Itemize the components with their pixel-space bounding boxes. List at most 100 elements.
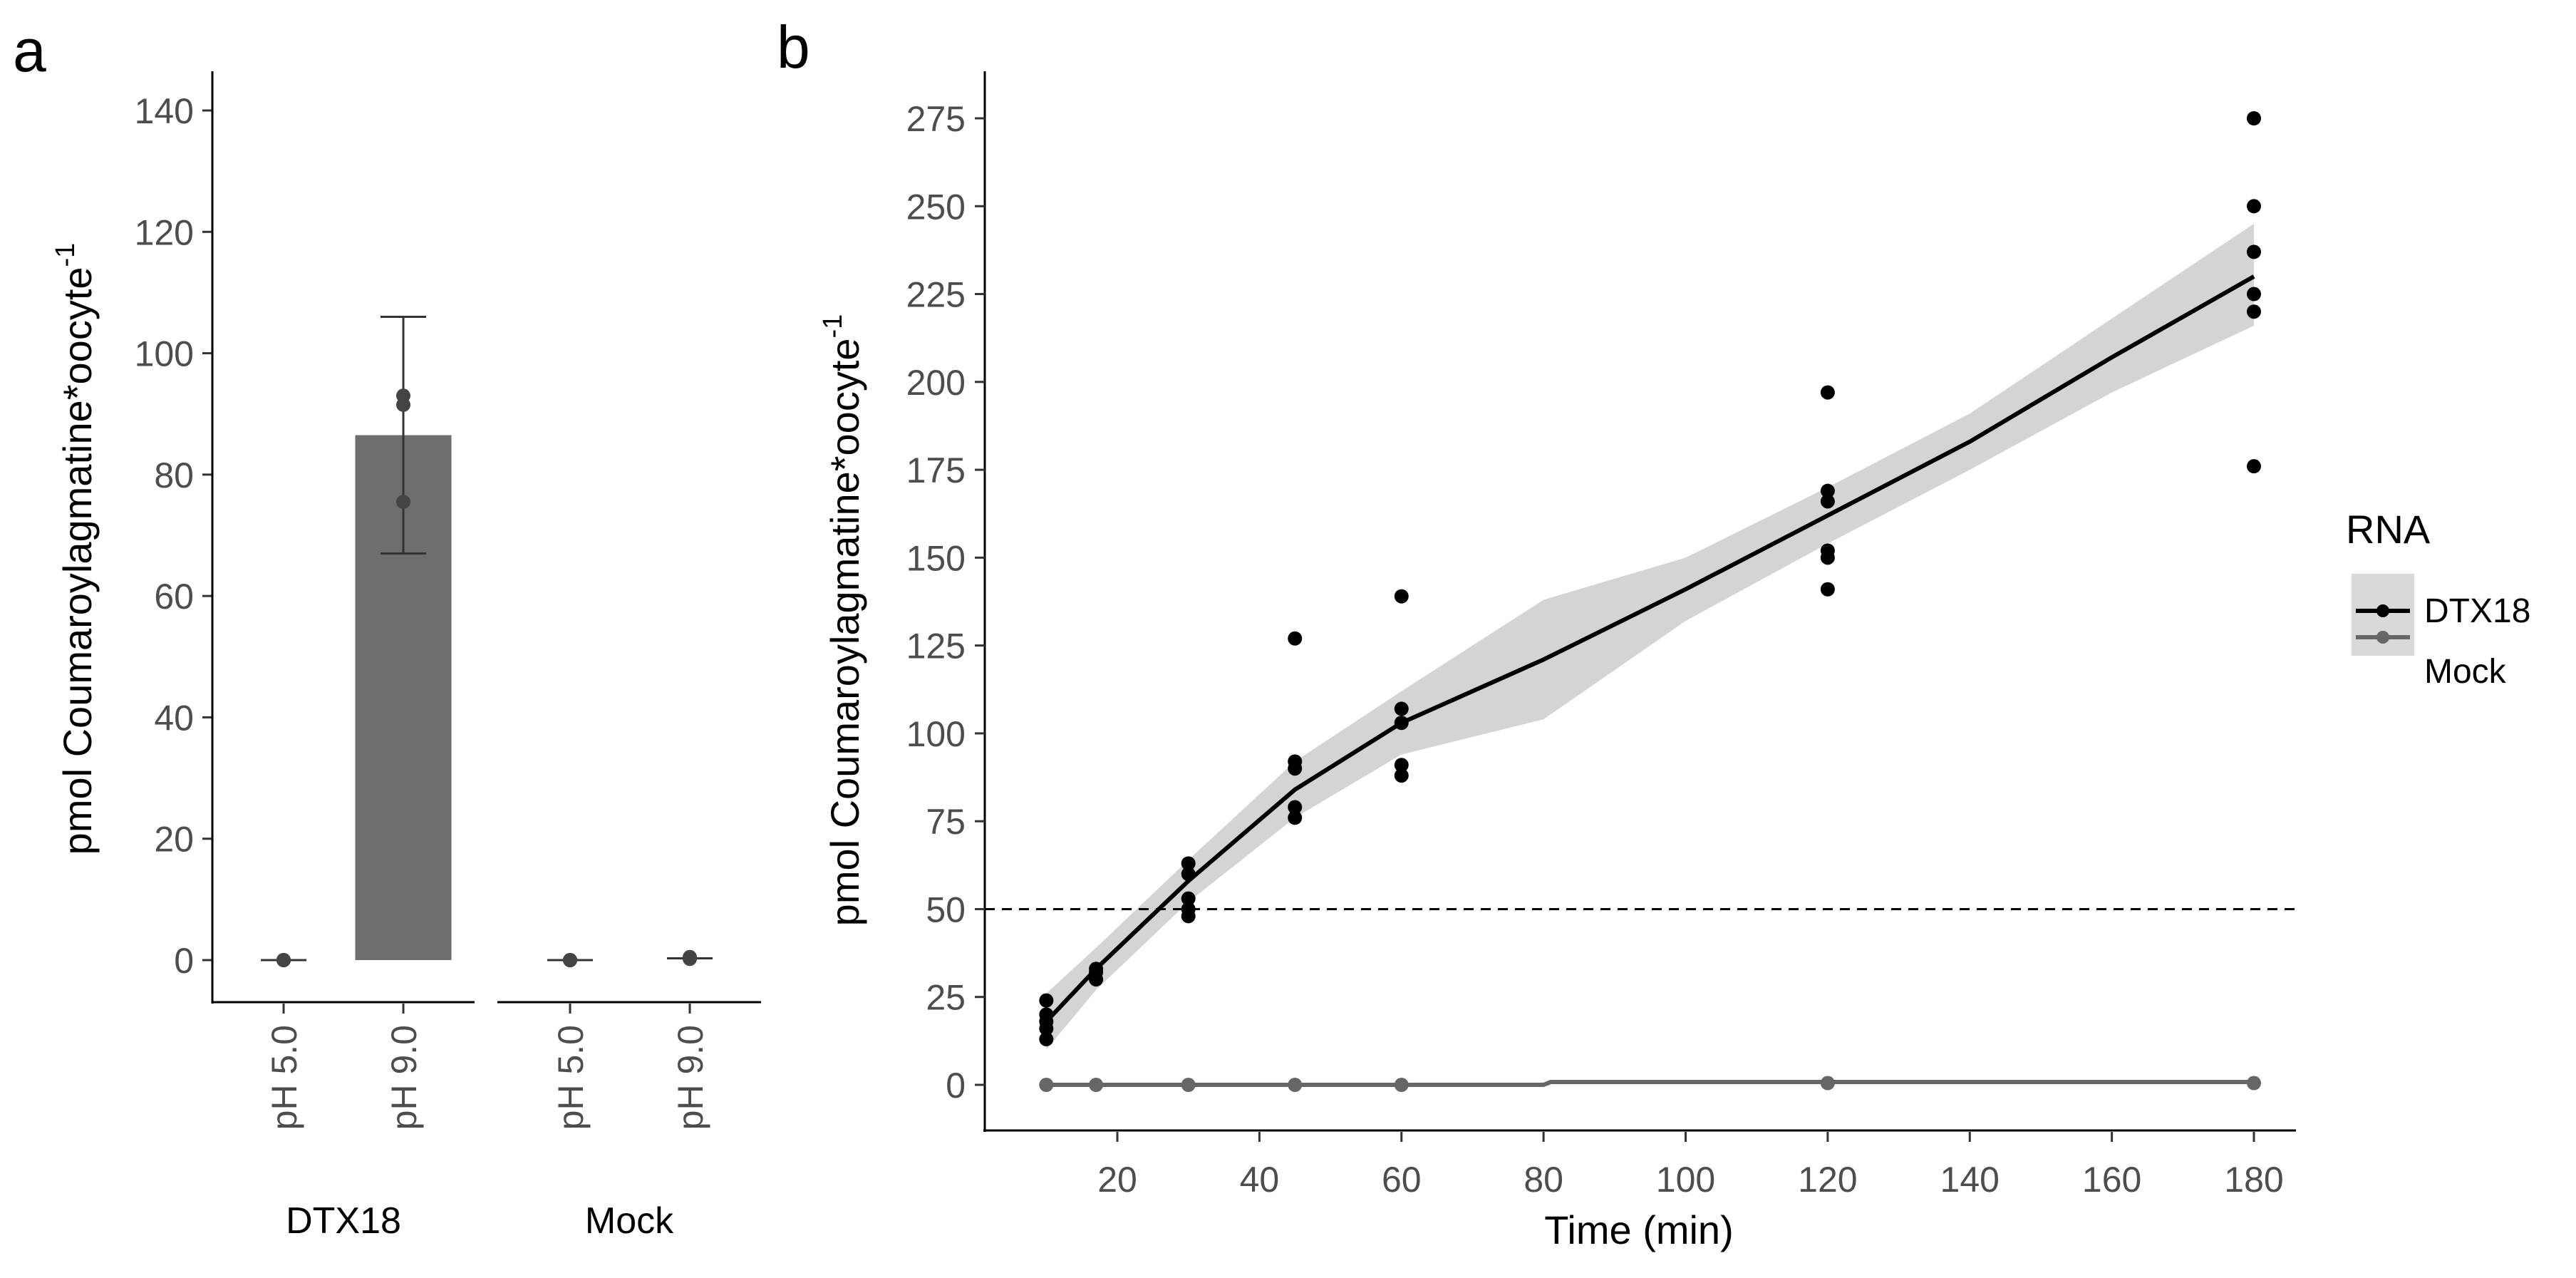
point-dtx18-11 — [1181, 867, 1196, 882]
panel-a-y-tick-label-20: 20 — [154, 820, 194, 860]
point-dtx18-18 — [1394, 768, 1409, 783]
point-dtx18-0 — [1039, 1031, 1054, 1046]
point-dtx18-27 — [1820, 483, 1835, 498]
legend-title: RNA — [2346, 507, 2431, 552]
point-dtx18-19 — [1394, 758, 1409, 773]
point-dtx18-25 — [1820, 543, 1835, 558]
legend-key-point-mock — [2376, 631, 2389, 644]
point-mock-ph50-2 — [563, 953, 577, 967]
legend-key-point-dtx18 — [2376, 604, 2389, 617]
panel-b-y-tick-label-100: 100 — [906, 714, 966, 754]
point-dtx18-28 — [1820, 385, 1835, 400]
panel-b-y-tick-label-25: 25 — [926, 978, 966, 1018]
point-dtx18-33 — [2247, 199, 2261, 214]
panel-b-y-axis-title: pmol Coumaroylagmatine*oocyte-1 — [818, 314, 867, 927]
point-mock-6 — [2247, 1076, 2261, 1091]
point-dtx18-31 — [2247, 287, 2261, 302]
panel-a-x-ticks: pH 5.0 pH 9.0 pH 5.0 pH 9.0 — [264, 1004, 710, 1130]
point-mock-5 — [1820, 1076, 1835, 1091]
point-mock-0 — [1039, 1078, 1054, 1092]
panel-b-x-tick-label-40: 40 — [1240, 1160, 1280, 1200]
panel-b-points — [1039, 111, 2261, 1092]
point-dtx18-26 — [1820, 494, 1835, 509]
panel-a-y-tick-label-0: 0 — [174, 941, 194, 981]
panel-a-y-tick-label-80: 80 — [154, 455, 194, 495]
point-dtx18-3 — [1039, 1007, 1054, 1022]
panel-a-y-tick-label-40: 40 — [154, 698, 194, 738]
panel-a-x-tick-label-dtx18-ph50: pH 5.0 — [264, 1025, 304, 1130]
point-dtx18-21 — [1394, 701, 1409, 716]
point-dtx18-22 — [1394, 589, 1409, 604]
panel-b-y-tick-label-0: 0 — [946, 1066, 966, 1106]
panel-b-y-tick-label-250: 250 — [906, 187, 966, 227]
point-mock-3 — [1288, 1078, 1303, 1092]
point-dtx18-12 — [1181, 856, 1196, 871]
point-dtx18-17 — [1288, 631, 1303, 646]
panel-b-x-tick-label-20: 20 — [1097, 1160, 1137, 1200]
panel-b-y-ticks: 0 25 50 75 100 125 150 175 200 225 250 275 — [906, 99, 985, 1106]
panel-b-y-tick-label-50: 50 — [926, 890, 966, 929]
fit-line-mock — [1046, 1080, 2254, 1087]
panel-b-x-axis-title: Time (min) — [1544, 1207, 1733, 1252]
panel-a-y-tick-label-60: 60 — [154, 577, 194, 617]
point-dtx18-20 — [1394, 716, 1409, 731]
panel-b-x-tick-label-60: 60 — [1382, 1160, 1422, 1200]
panel-b-x-tick-label-120: 120 — [1798, 1160, 1857, 1200]
panel-a-x-tick-label-dtx18-ph90: pH 9.0 — [384, 1025, 424, 1130]
point-mock-2 — [1181, 1078, 1196, 1092]
point-dtx18-4 — [1039, 993, 1054, 1008]
point-dtx18-16 — [1288, 754, 1303, 769]
panel-a-y-tick-label-100: 100 — [135, 334, 194, 374]
panel-b-y-tick-label-200: 200 — [906, 363, 966, 403]
panel-a-y-tick-label-120: 120 — [135, 212, 194, 252]
panel-a-y-axis-title-sup: -1 — [51, 243, 81, 267]
legend-label-dtx18: DTX18 — [2424, 592, 2530, 630]
panel-a-x-tick-label-mock-ph50: pH 5.0 — [551, 1025, 591, 1130]
panel-b-x-ticks: 20 40 60 80 100 120 140 160 180 — [1097, 1132, 2284, 1200]
panel-b-x-tick-label-160: 160 — [2082, 1160, 2141, 1200]
fit-line-dtx18 — [1045, 274, 2255, 1024]
panel-b-y-tick-label-150: 150 — [906, 538, 966, 578]
point-dtx18-29 — [2247, 459, 2261, 474]
point-dtx18-ph90-2 — [396, 495, 410, 510]
panel-b-y-tick-label-275: 275 — [906, 99, 966, 139]
panel-a-y-tick-label-140: 140 — [135, 91, 194, 131]
panel-b-x-tick-label-140: 140 — [1940, 1160, 2000, 1200]
point-mock-4 — [1394, 1078, 1409, 1092]
panel-b-x-tick-label-80: 80 — [1524, 1160, 1563, 1200]
group-label-dtx18: DTX18 — [286, 1200, 401, 1242]
panel-a-y-axis-title: pmol Coumaroylagmatine*oocyte-1 — [51, 243, 100, 855]
point-mock-ph90-2 — [683, 952, 697, 967]
panel-a-bars — [261, 315, 713, 967]
point-dtx18-ph90-1 — [396, 388, 410, 403]
point-dtx18-7 — [1089, 962, 1104, 976]
point-dtx18-ph50-2 — [276, 953, 291, 967]
panel-b-y-tick-label-225: 225 — [906, 275, 966, 315]
panel-b-y-axis-title-sup: -1 — [818, 314, 848, 339]
point-dtx18-10 — [1181, 891, 1196, 906]
panel-b-y-tick-label-125: 125 — [906, 627, 966, 666]
panel-a-x-tick-label-mock-ph90: pH 9.0 — [671, 1025, 710, 1130]
panel-a-y-axis-title-text: pmol Coumaroylagmatine*oocyte — [55, 267, 100, 855]
panel-a-label: a — [13, 17, 46, 84]
point-dtx18-30 — [2247, 304, 2261, 319]
point-dtx18-23 — [1820, 582, 1835, 597]
panel-b-y-axis-title-text: pmol Coumaroylagmatine*oocyte — [822, 338, 867, 926]
point-mock-1 — [1089, 1078, 1104, 1092]
panel-b-label: b — [777, 14, 810, 81]
legend-label-mock: Mock — [2424, 653, 2507, 691]
point-dtx18-9 — [1181, 902, 1196, 917]
panel-b-x-tick-label-180: 180 — [2224, 1160, 2283, 1200]
confidence-band-dtx18 — [1046, 223, 2254, 1050]
point-dtx18-13 — [1288, 810, 1303, 825]
panel-a-y-ticks: 0 20 40 60 80 100 120 140 — [135, 91, 212, 981]
point-dtx18-32 — [2247, 244, 2261, 259]
panel-b-confidence-band — [1046, 223, 2254, 1050]
point-dtx18-34 — [2247, 111, 2261, 125]
panel-b-x-tick-label-100: 100 — [1656, 1160, 1715, 1200]
point-dtx18-14 — [1288, 800, 1303, 815]
panel-b-y-tick-label-175: 175 — [906, 450, 966, 490]
panel-b: 0 25 50 75 100 125 150 175 200 225 250 275 20 40 60 80… — [818, 71, 2296, 1252]
